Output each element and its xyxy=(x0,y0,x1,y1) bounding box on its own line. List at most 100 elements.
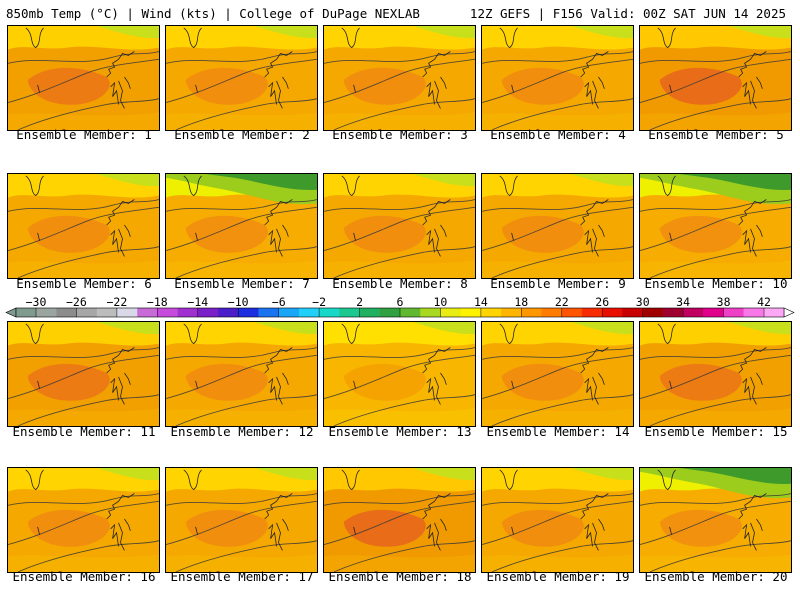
colorbar-high-arrow xyxy=(783,307,795,318)
colorbar-swatch xyxy=(501,308,522,317)
ensemble-member-map xyxy=(7,173,160,279)
ensemble-member-map xyxy=(323,467,476,573)
colorbar-swatch xyxy=(420,308,441,317)
ensemble-member-map xyxy=(7,467,160,573)
colorbar-tick-label: 26 xyxy=(595,296,609,309)
temperature-field xyxy=(482,468,633,572)
ensemble-member-map xyxy=(323,321,476,427)
temperature-field xyxy=(324,26,475,130)
colorbar-swatch xyxy=(36,308,57,317)
ensemble-member-caption: Ensemble Member: 14 xyxy=(486,424,630,439)
colorbar-swatch xyxy=(76,308,98,317)
ensemble-member-map xyxy=(481,467,634,573)
temperature-field xyxy=(482,322,633,426)
ensemble-member-map xyxy=(481,173,634,279)
colorbar-tick-label: 2 xyxy=(356,296,363,309)
ensemble-member-caption: Ensemble Member: 15 xyxy=(644,424,788,439)
ensemble-member-map xyxy=(639,467,792,573)
colorbar-swatch xyxy=(117,308,138,317)
colorbar-swatch xyxy=(157,308,178,317)
temperature-field xyxy=(640,322,791,426)
ensemble-member-caption: Ensemble Member: 1 xyxy=(16,127,152,142)
colorbar-swatch xyxy=(521,308,542,317)
ensemble-member-caption: Ensemble Member: 2 xyxy=(174,127,310,142)
ensemble-member-caption: Ensemble Member: 8 xyxy=(332,276,468,291)
colorbar-tick-label: 6 xyxy=(397,296,404,309)
temperature-field xyxy=(640,174,791,278)
ensemble-member-map xyxy=(165,173,318,279)
ensemble-member-caption: Ensemble Member: 3 xyxy=(332,127,468,142)
colorbar-graphic: −30 −26 −22 −18 −14 −10 −6 −2 2 6 10 14 18 22 26 30 34 38… xyxy=(5,296,795,318)
ensemble-member-caption: Ensemble Member: 12 xyxy=(170,424,314,439)
ensemble-member-caption: Ensemble Member: 7 xyxy=(174,276,310,291)
colorbar-tick-label: 34 xyxy=(676,296,690,309)
colorbar-tick-label: 10 xyxy=(433,296,447,309)
colorbar-swatch xyxy=(137,308,158,317)
map-title: 850mb Temp (°C) | Wind (kts) | College o… xyxy=(6,6,420,21)
model-run-info: 12Z GEFS | F156 Valid: 00Z SAT JUN 14 20… xyxy=(469,6,786,21)
ensemble-member-map xyxy=(481,25,634,131)
temperature-field xyxy=(8,322,159,426)
temperature-field xyxy=(166,26,317,130)
colorbar-tick-label: −26 xyxy=(66,296,87,309)
colorbar-swatch xyxy=(339,308,360,317)
ensemble-member-map xyxy=(165,467,318,573)
temperature-field xyxy=(8,174,159,278)
colorbar-swatch xyxy=(258,308,280,317)
ensemble-member-caption: Ensemble Member: 13 xyxy=(328,424,472,439)
colorbar-tick-label: −18 xyxy=(147,296,168,309)
ensemble-member-caption: Ensemble Member: 6 xyxy=(16,276,152,291)
colorbar-swatch xyxy=(359,308,381,317)
temperature-field xyxy=(8,468,159,572)
colorbar-swatch xyxy=(561,308,583,317)
temperature-field xyxy=(166,174,317,278)
ensemble-member-map xyxy=(165,25,318,131)
temperature-field xyxy=(324,468,475,572)
colorbar-swatch xyxy=(218,308,239,317)
colorbar-tick-label: −2 xyxy=(312,296,326,309)
ensemble-member-caption: Ensemble Member: 16 xyxy=(12,569,156,584)
colorbar-swatch xyxy=(682,308,704,317)
colorbar-swatch xyxy=(703,308,724,317)
colorbar-swatch xyxy=(16,308,37,317)
colorbar-swatch xyxy=(56,308,77,317)
ensemble-member-map xyxy=(639,25,792,131)
temperature-field xyxy=(324,174,475,278)
colorbar-swatch xyxy=(743,308,765,317)
colorbar-swatch xyxy=(278,308,300,317)
colorbar-swatch xyxy=(662,308,684,317)
colorbar-tick-label: 38 xyxy=(717,296,731,309)
colorbar-swatch xyxy=(440,308,461,317)
ensemble-member-caption: Ensemble Member: 20 xyxy=(644,569,788,584)
colorbar-tick-label: 22 xyxy=(555,296,569,309)
colorbar-swatch xyxy=(460,308,482,317)
ensemble-member-map xyxy=(7,321,160,427)
temperature-field xyxy=(324,322,475,426)
colorbar-swatch xyxy=(480,308,502,317)
colorbar-swatch xyxy=(298,308,320,317)
colorbar-swatch xyxy=(400,308,421,317)
colorbar-swatch xyxy=(177,308,199,317)
colorbar-swatch xyxy=(379,308,401,317)
ensemble-member-caption: Ensemble Member: 9 xyxy=(490,276,626,291)
colorbar-tick-label: 42 xyxy=(757,296,771,309)
ensemble-member-caption: Ensemble Member: 5 xyxy=(648,127,784,142)
ensemble-member-map xyxy=(323,25,476,131)
ensemble-member-map xyxy=(165,321,318,427)
colorbar-swatch xyxy=(763,308,785,317)
ensemble-member-map xyxy=(639,173,792,279)
ensemble-member-map xyxy=(481,321,634,427)
temperature-field xyxy=(640,26,791,130)
ensemble-member-caption: Ensemble Member: 17 xyxy=(170,569,314,584)
colorbar-swatch xyxy=(642,308,664,317)
ensemble-member-map xyxy=(7,25,160,131)
ensemble-member-caption: Ensemble Member: 18 xyxy=(328,569,472,584)
colorbar-tick-label: −10 xyxy=(228,296,249,309)
colorbar-swatch xyxy=(197,308,219,317)
ensemble-member-caption: Ensemble Member: 19 xyxy=(486,569,630,584)
colorbar-swatch xyxy=(622,308,643,317)
colorbar-tick-label: −14 xyxy=(187,296,208,309)
colorbar-swatch xyxy=(581,308,603,317)
temperature-field xyxy=(640,468,791,572)
ensemble-member-caption: Ensemble Member: 10 xyxy=(644,276,788,291)
